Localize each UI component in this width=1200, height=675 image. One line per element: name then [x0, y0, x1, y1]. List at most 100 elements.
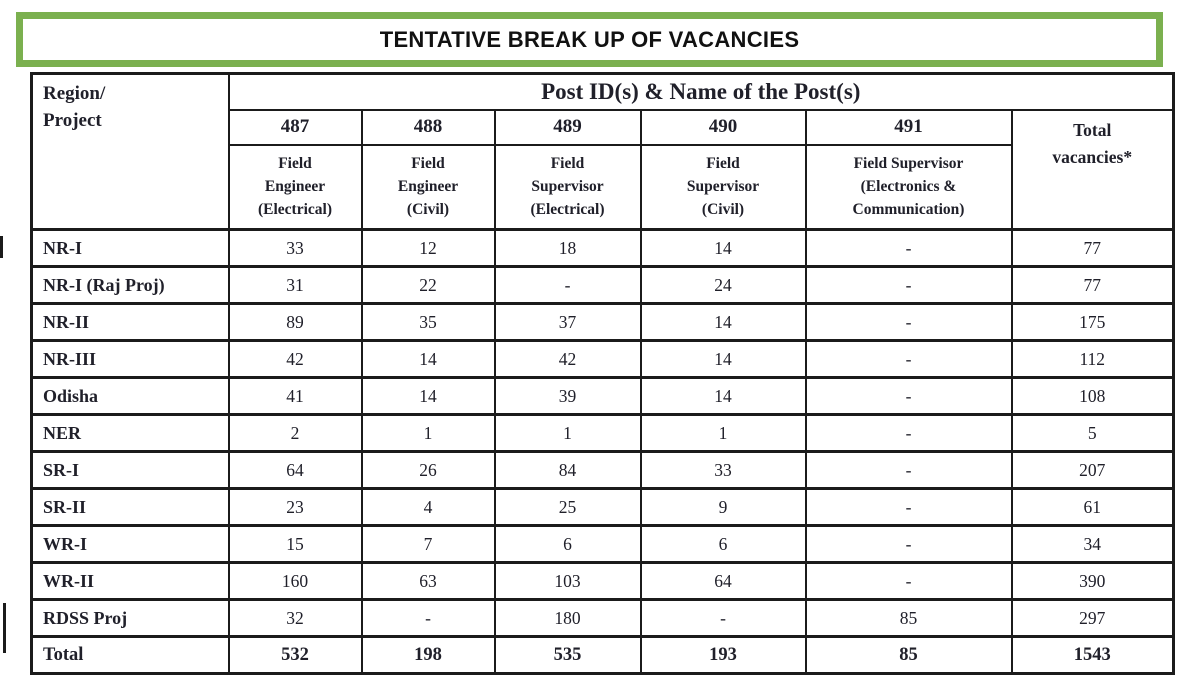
header-row-group: Region/ Project Post ID(s) & Name of the…: [30, 72, 1175, 231]
vacancy-value-cell: 14: [639, 302, 807, 342]
vacancy-value-cell: 6: [639, 524, 807, 564]
vacancy-value-cell: 9: [639, 487, 807, 527]
vacancy-value-cell: -: [639, 598, 807, 638]
table-row: NR-III 42 14 42 14-112: [30, 339, 1175, 379]
vacancy-value-cell: -: [804, 413, 1013, 453]
vacancy-value-cell: 1: [493, 413, 642, 453]
vacancy-value-cell: 42: [493, 339, 642, 379]
vacancy-value-cell: 23: [227, 487, 363, 527]
vacancy-value-cell: 26: [360, 450, 496, 490]
vacancy-value-cell: 39: [493, 376, 642, 416]
post-name-489: Field Supervisor (Electrical): [493, 143, 642, 231]
table-row: Odisha 41 14 39 14-108: [30, 376, 1175, 416]
vacancy-value-cell: 64: [639, 561, 807, 601]
vacancy-value-cell: 42: [227, 339, 363, 379]
table-row: SR-I 64 26 84 33-207: [30, 450, 1175, 490]
vacancy-value-cell: 108: [1010, 376, 1175, 416]
vacancy-value-cell: 14: [360, 376, 496, 416]
vacancy-value-cell: 103: [493, 561, 642, 601]
vacancy-value-cell: 25: [493, 487, 642, 527]
vacancy-value-cell: 1: [639, 413, 807, 453]
post-id-490: 490: [639, 108, 807, 146]
region-label: NR-III: [30, 339, 230, 379]
post-name-491: Field Supervisor (Electronics & Communic…: [804, 143, 1013, 231]
table-row: WR-II 160 63 103 64-390: [30, 561, 1175, 601]
vacancy-value-cell: -: [804, 265, 1013, 305]
region-label: NER: [30, 413, 230, 453]
page-title: TENTATIVE BREAK UP OF VACANCIES: [379, 26, 800, 52]
vacancy-value-cell: -: [804, 524, 1013, 564]
table-row: RDSS Proj 32-180-85 297: [30, 598, 1175, 638]
vacancy-value-cell: 63: [360, 561, 496, 601]
vacancy-value-cell: 61: [1010, 487, 1175, 527]
table-body: NR-I 33 12 18 14-77 NR-I (Raj Proj) 31 22-24-77…: [30, 228, 1175, 675]
total-vacancies-header: Total vacancies*: [1010, 108, 1175, 231]
vacancy-value-cell: 84: [493, 450, 642, 490]
table-row: NER 2 1 1 1-5: [30, 413, 1175, 453]
vacancy-value-cell: 6: [493, 524, 642, 564]
vacancy-value-cell: 32: [227, 598, 363, 638]
vacancy-value-cell: 41: [227, 376, 363, 416]
vacancy-value-cell: 37: [493, 302, 642, 342]
vacancy-value-cell: 532: [227, 635, 363, 675]
vacancy-value-cell: 175: [1010, 302, 1175, 342]
region-label: WR-I: [30, 524, 230, 564]
region-project-header: Region/ Project: [30, 72, 230, 231]
vacancy-value-cell: 15: [227, 524, 363, 564]
vacancy-value-cell: -: [493, 265, 642, 305]
page-edge-artifact: [3, 603, 6, 653]
vacancy-value-cell: 207: [1010, 450, 1175, 490]
vacancy-value-cell: 33: [639, 450, 807, 490]
vacancy-value-cell: 18: [493, 228, 642, 268]
vacancies-table: Region/ Project Post ID(s) & Name of the…: [30, 72, 1175, 675]
vacancy-value-cell: 14: [360, 339, 496, 379]
region-label: RDSS Proj: [30, 598, 230, 638]
vacancy-value-cell: 193: [639, 635, 807, 675]
vacancy-value-cell: 1: [360, 413, 496, 453]
post-name-487: Field Engineer (Electrical): [227, 143, 363, 231]
vacancy-value-cell: 14: [639, 376, 807, 416]
region-label: Total: [30, 635, 230, 675]
table-row: NR-I (Raj Proj) 31 22-24-77: [30, 265, 1175, 305]
table-header: Region/ Project Post ID(s) & Name of the…: [30, 72, 1175, 231]
vacancy-value-cell: 297: [1010, 598, 1175, 638]
vacancy-value-cell: 180: [493, 598, 642, 638]
vacancy-value-cell: 198: [360, 635, 496, 675]
page-edge-artifact: [0, 236, 3, 258]
vacancy-value-cell: 34: [1010, 524, 1175, 564]
table-row: NR-II 89 35 37 14-175: [30, 302, 1175, 342]
region-label: Odisha: [30, 376, 230, 416]
table-row: SR-II 23 4 25 9-61: [30, 487, 1175, 527]
vacancy-value-cell: 4: [360, 487, 496, 527]
vacancy-value-cell: -: [804, 450, 1013, 490]
vacancy-value-cell: -: [360, 598, 496, 638]
post-name-488: Field Engineer (Civil): [360, 143, 496, 231]
post-id-487: 487: [227, 108, 363, 146]
table-row: NR-I 33 12 18 14-77: [30, 228, 1175, 268]
vacancy-value-cell: -: [804, 228, 1013, 268]
vacancy-value-cell: 5: [1010, 413, 1175, 453]
vacancy-value-cell: 77: [1010, 228, 1175, 268]
region-label: SR-II: [30, 487, 230, 527]
vacancy-value-cell: 77: [1010, 265, 1175, 305]
vacancy-value-cell: 12: [360, 228, 496, 268]
vacancy-value-cell: 85: [804, 598, 1013, 638]
vacancy-value-cell: 160: [227, 561, 363, 601]
vacancy-value-cell: 112: [1010, 339, 1175, 379]
vacancy-value-cell: 64: [227, 450, 363, 490]
region-label: WR-II: [30, 561, 230, 601]
vacancy-value-cell: 35: [360, 302, 496, 342]
region-label: NR-II: [30, 302, 230, 342]
vacancy-value-cell: 2: [227, 413, 363, 453]
table-row: WR-I 15 7 6 6-34: [30, 524, 1175, 564]
vacancy-value-cell: 85: [804, 635, 1013, 675]
post-id-group-header: Post ID(s) & Name of the Post(s): [227, 72, 1175, 111]
post-id-488: 488: [360, 108, 496, 146]
vacancy-value-cell: 24: [639, 265, 807, 305]
region-label: NR-I (Raj Proj): [30, 265, 230, 305]
vacancy-value-cell: 535: [493, 635, 642, 675]
total-row: Total 532 198 535 193 85 1543: [30, 635, 1175, 675]
post-id-491: 491: [804, 108, 1013, 146]
vacancy-value-cell: 89: [227, 302, 363, 342]
